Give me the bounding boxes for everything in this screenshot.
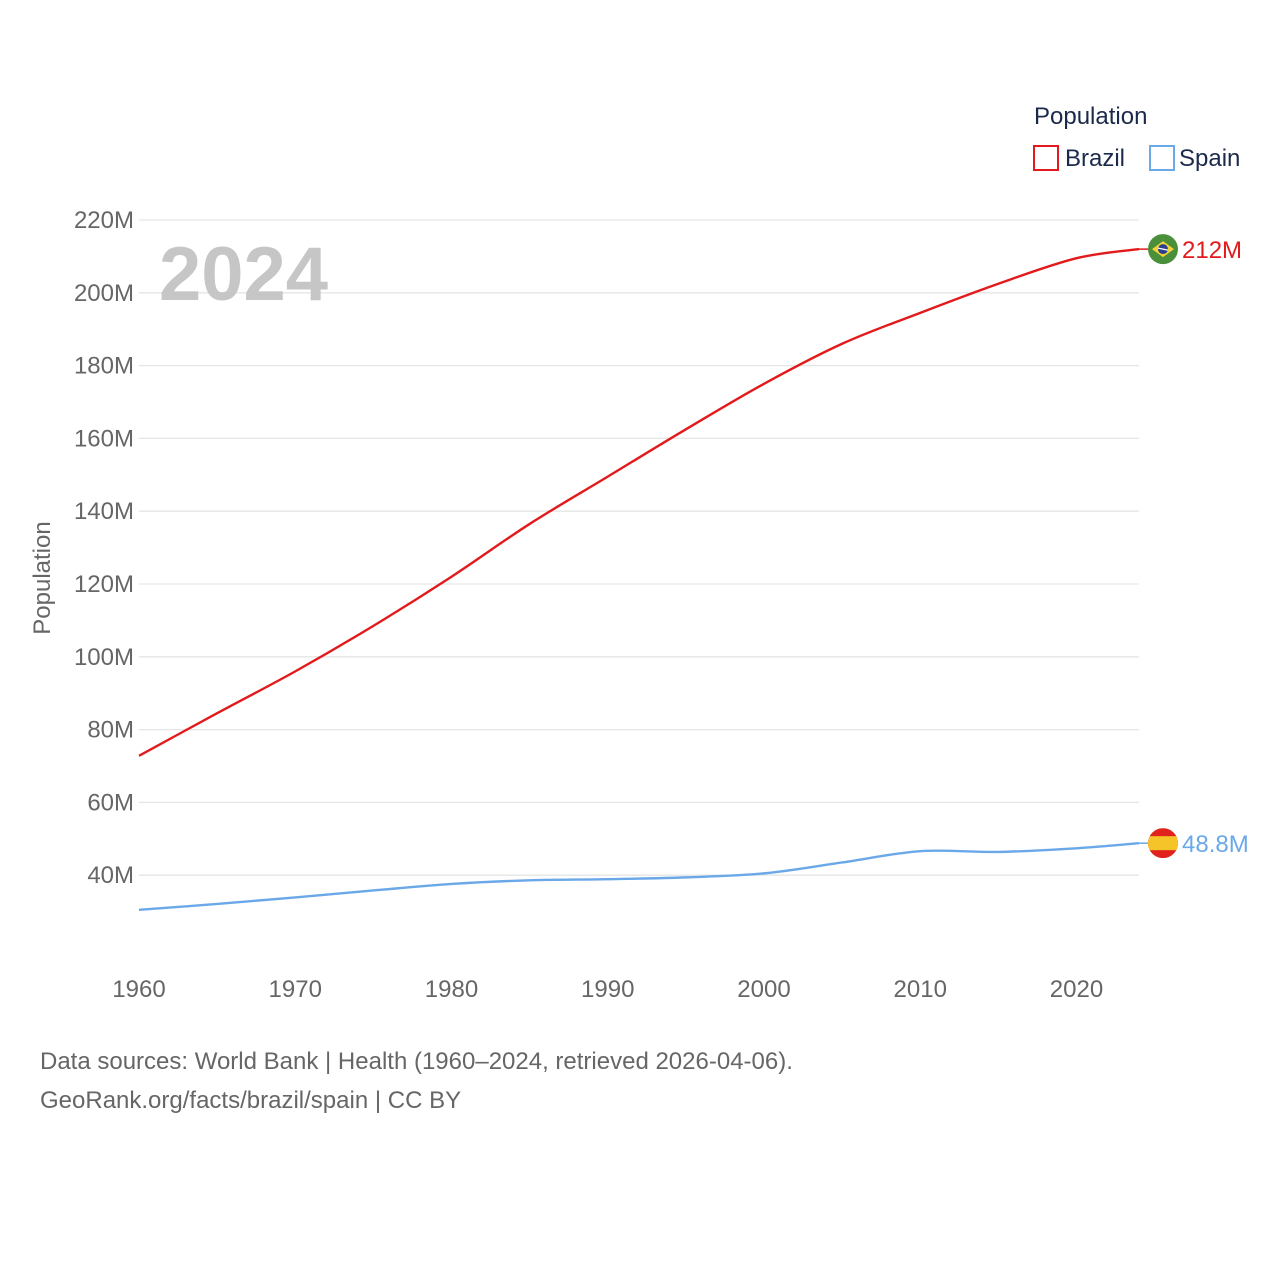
y-axis-label: Population xyxy=(29,521,56,634)
legend-item-brazil[interactable]: Brazil xyxy=(1033,145,1125,172)
series-line-brazil xyxy=(138,247,1140,757)
y-tick-label: 160M xyxy=(74,425,134,452)
legend-title: Population xyxy=(1034,103,1147,130)
x-tick-label: 1970 xyxy=(269,976,322,1003)
data-source-note: Data sources: World Bank | Health (1960–… xyxy=(40,1042,793,1120)
gridlines xyxy=(139,219,1139,876)
x-axis-ticks: 1960 1970 1980 1990 2000 2010 2020 xyxy=(112,976,1103,1003)
end-value-label-brazil: 212M xyxy=(1182,237,1242,264)
y-tick-label: 100M xyxy=(74,644,134,671)
legend-label-brazil: Brazil xyxy=(1065,145,1125,172)
y-tick-label: 200M xyxy=(74,280,134,307)
end-value-label-spain: 48.8M xyxy=(1182,831,1249,858)
y-tick-label: 220M xyxy=(74,207,134,234)
y-tick-label: 60M xyxy=(87,789,134,816)
y-tick-label: 120M xyxy=(74,571,134,598)
legend-item-spain[interactable]: Spain xyxy=(1149,145,1240,172)
y-tick-label: 40M xyxy=(87,862,134,889)
series-end-markers: 212M 48.8M xyxy=(1139,234,1249,859)
brazil-flag-icon xyxy=(1148,234,1178,265)
legend-swatch-spain xyxy=(1149,145,1175,171)
series-lines xyxy=(138,247,1140,911)
x-tick-label: 2010 xyxy=(894,976,947,1003)
year-watermark: 2024 xyxy=(159,232,328,317)
series-line-spain xyxy=(138,841,1140,911)
x-tick-label: 1990 xyxy=(581,976,634,1003)
y-tick-label: 140M xyxy=(74,498,134,525)
y-axis-ticks: 40M 60M 80M 100M 120M 140M 160M 180M 200M 220M xyxy=(74,207,134,889)
spain-flag-icon xyxy=(1148,828,1178,859)
legend: Population Brazil Spain xyxy=(1033,103,1240,172)
x-tick-label: 2020 xyxy=(1050,976,1103,1003)
legend-label-spain: Spain xyxy=(1179,145,1240,172)
y-tick-label: 180M xyxy=(74,353,134,380)
legend-swatch-brazil xyxy=(1033,145,1059,171)
credit-line: GeoRank.org/facts/brazil/spain | CC BY xyxy=(40,1087,462,1114)
source-line: Data sources: World Bank | Health (1960–… xyxy=(40,1048,793,1075)
x-tick-label: 1960 xyxy=(112,976,165,1003)
y-tick-label: 80M xyxy=(87,717,134,744)
x-tick-label: 2000 xyxy=(737,976,790,1003)
x-tick-label: 1980 xyxy=(425,976,478,1003)
